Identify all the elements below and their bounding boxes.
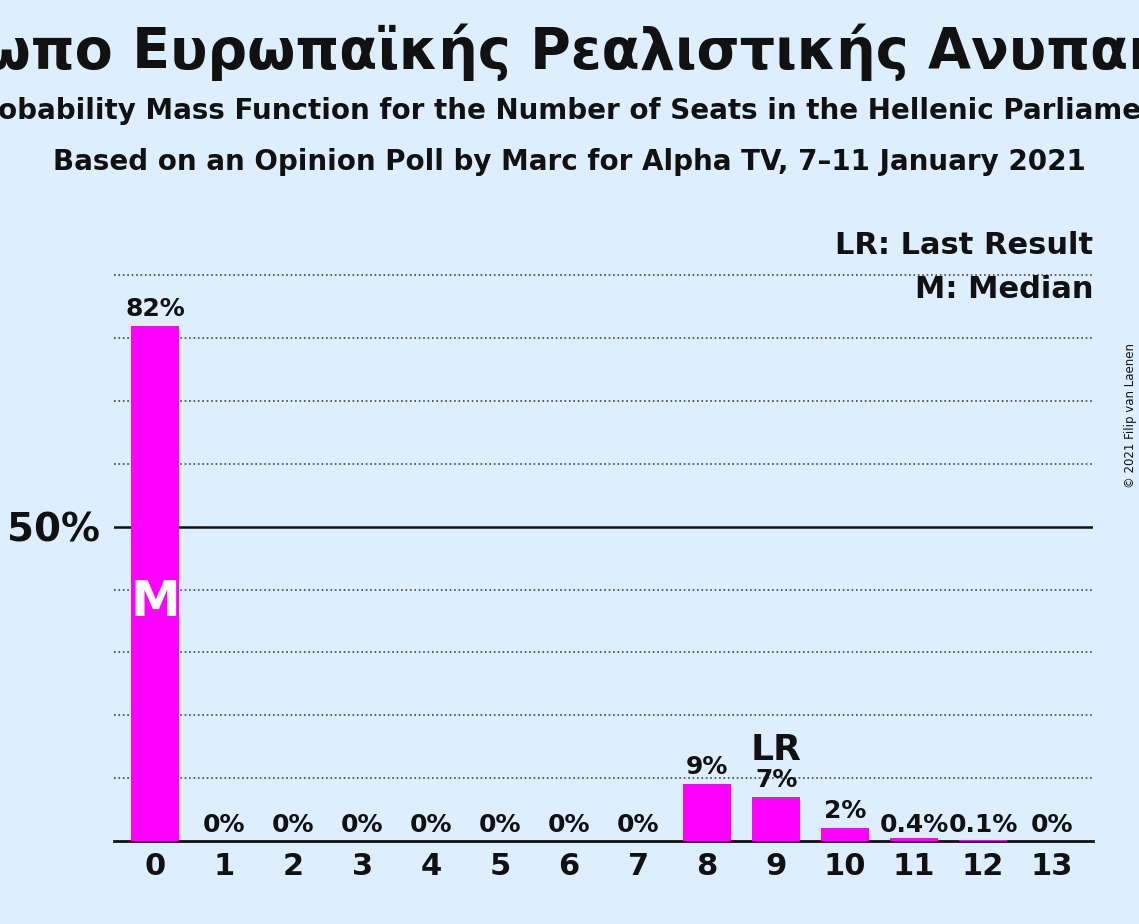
Text: 0%: 0% <box>617 813 659 837</box>
Text: 82%: 82% <box>125 297 186 321</box>
Bar <box>752 796 801 841</box>
Text: 9%: 9% <box>686 755 728 779</box>
Text: M: Median: M: Median <box>915 275 1093 304</box>
Text: 0%: 0% <box>410 813 452 837</box>
Text: 0.1%: 0.1% <box>949 813 1018 837</box>
Bar <box>131 325 180 841</box>
Text: M: M <box>130 578 180 626</box>
Bar <box>683 784 731 841</box>
Text: 2%: 2% <box>823 799 867 823</box>
Text: 0%: 0% <box>272 813 314 837</box>
Bar <box>821 828 869 841</box>
Text: © 2021 Filip van Laenen: © 2021 Filip van Laenen <box>1124 344 1137 488</box>
Text: 0%: 0% <box>548 813 590 837</box>
Text: 0%: 0% <box>341 813 384 837</box>
Text: Probability Mass Function for the Number of Seats in the Hellenic Parliament: Probability Mass Function for the Number… <box>0 97 1139 125</box>
Text: 0.4%: 0.4% <box>879 813 949 837</box>
Text: 0%: 0% <box>203 813 246 837</box>
Text: 0%: 0% <box>478 813 522 837</box>
Text: Based on an Opinion Poll by Marc for Alpha TV, 7–11 January 2021: Based on an Opinion Poll by Marc for Alp… <box>54 148 1085 176</box>
Text: Μέτωπο Ευρωπαϊκής Ρεαλιστικής Ανυπακοής: Μέτωπο Ευρωπαϊκής Ρεαλιστικής Ανυπακοής <box>0 23 1139 80</box>
Text: 0%: 0% <box>1031 813 1073 837</box>
Bar <box>890 838 939 841</box>
Text: LR: LR <box>751 733 802 767</box>
Text: 7%: 7% <box>755 768 797 792</box>
Text: LR: Last Result: LR: Last Result <box>835 231 1093 261</box>
